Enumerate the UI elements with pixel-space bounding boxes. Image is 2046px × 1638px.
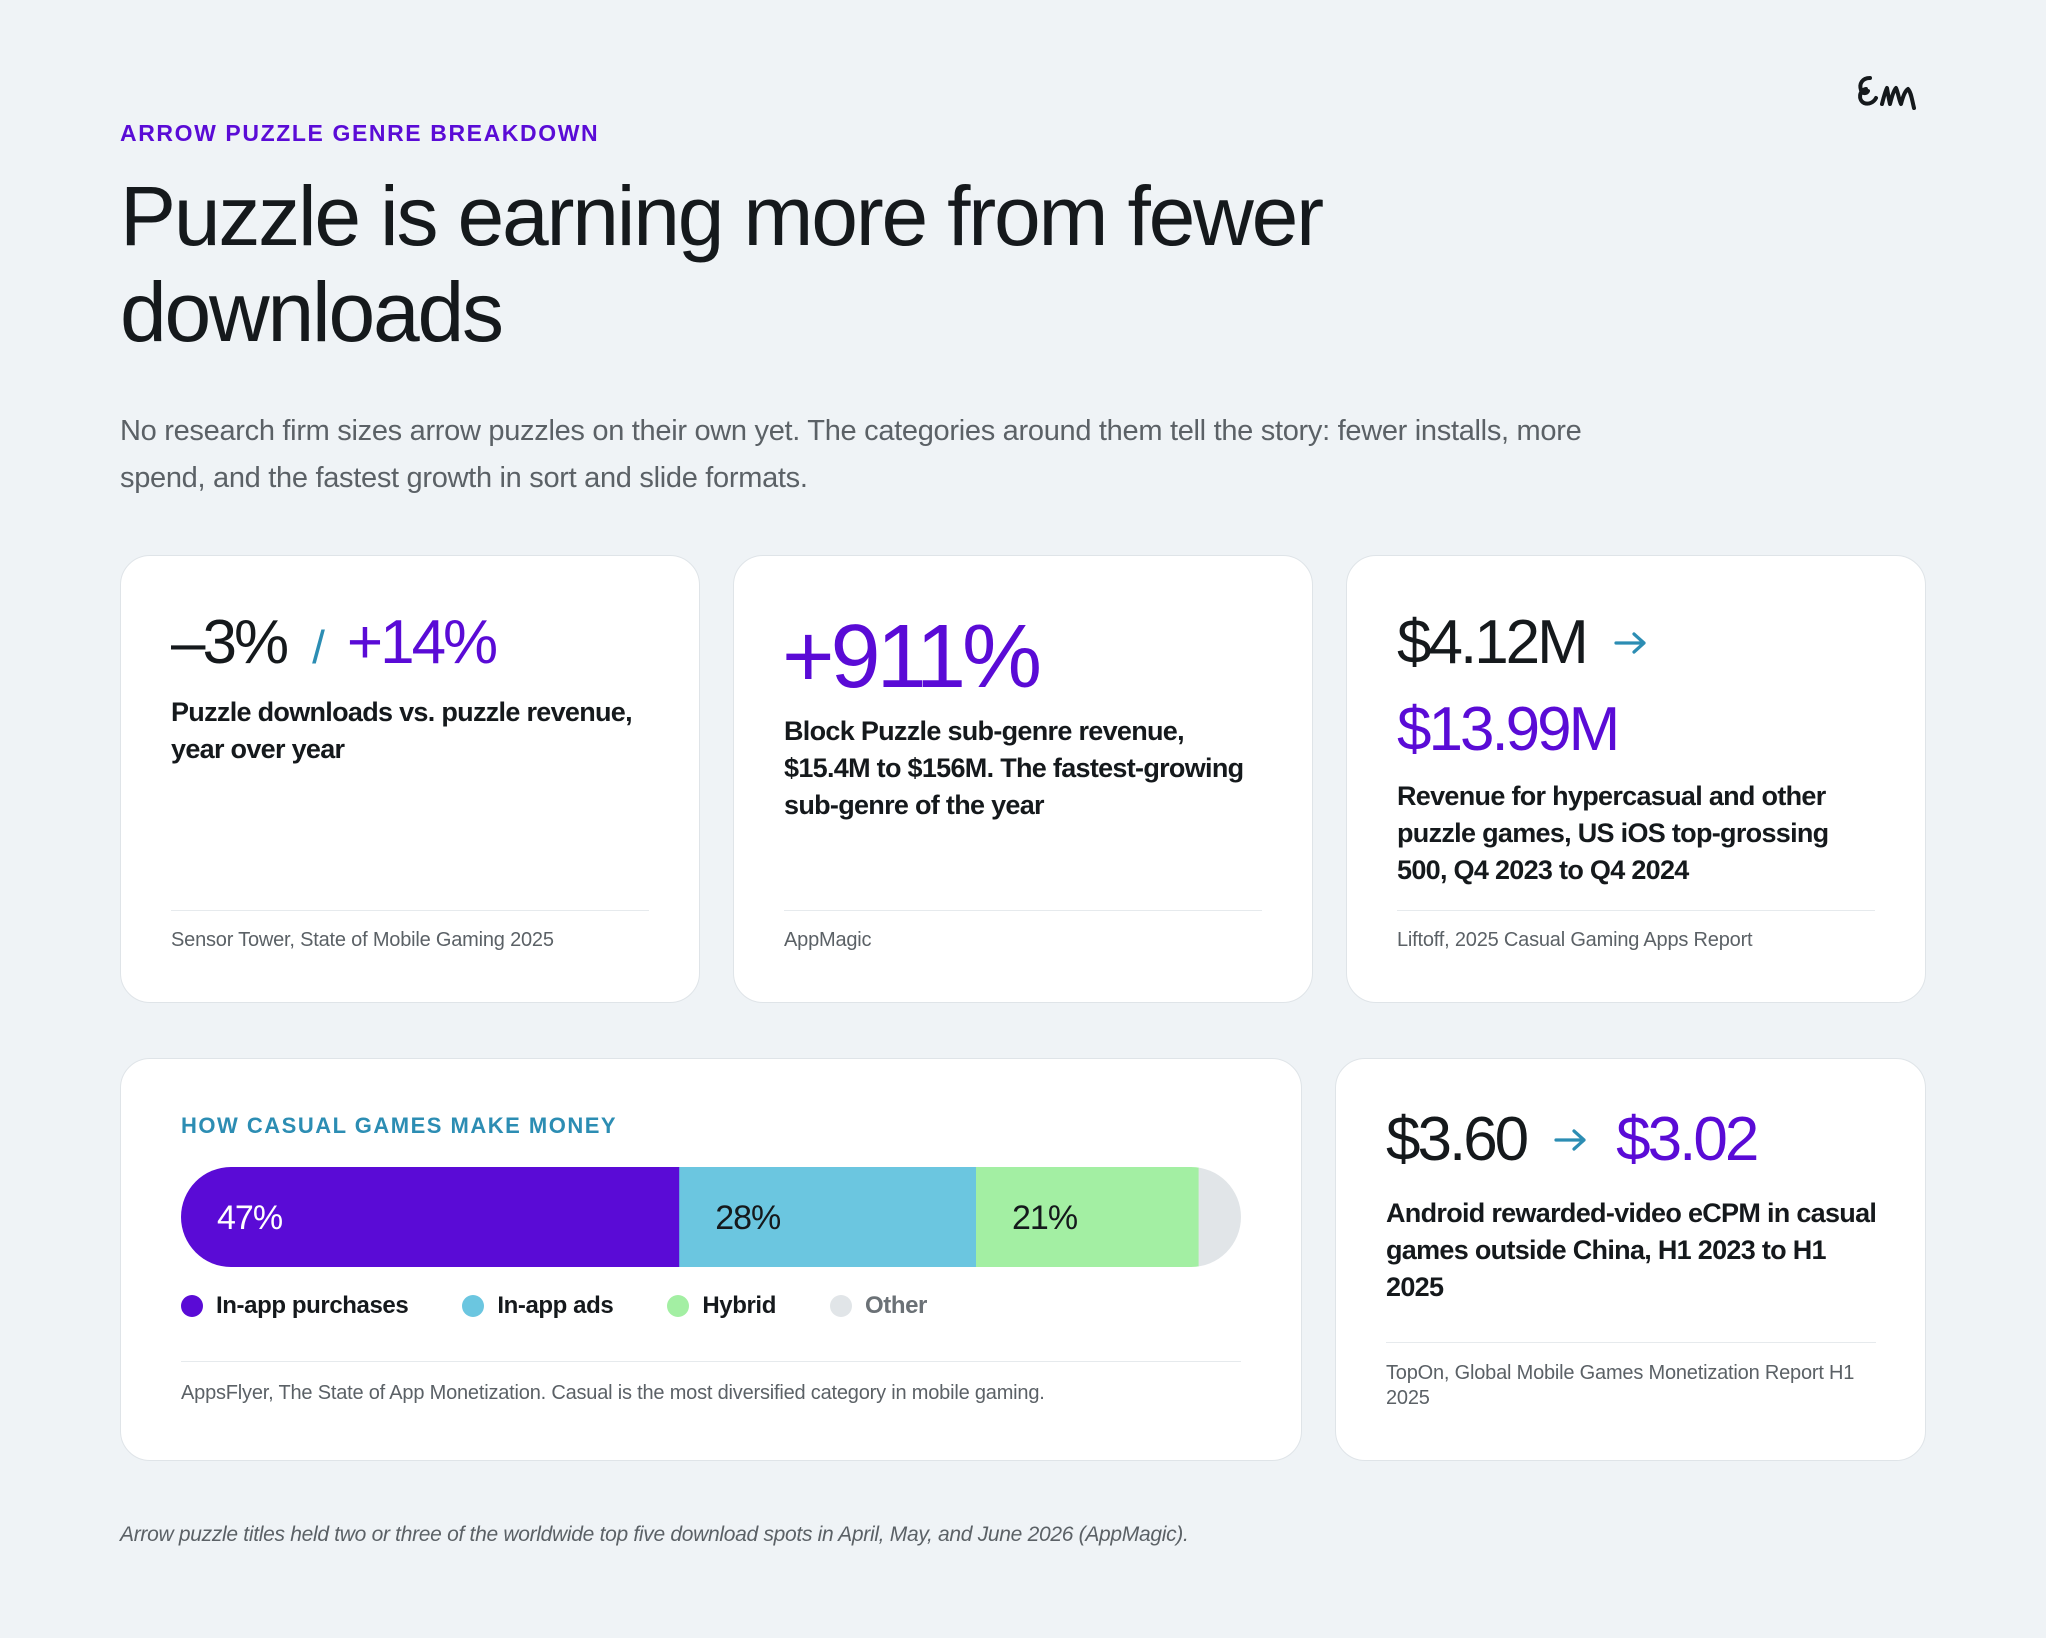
- monetization-chart-card: HOW CASUAL GAMES MAKE MONEY 47% 28% 21% In…: [120, 1058, 1302, 1461]
- chart-legend: In-app purchases In-app ads Hybrid Other: [181, 1292, 981, 1320]
- card-divider: [171, 910, 649, 911]
- stat-card-hypercasual: $4.12M $13.99M Revenue for hypercasual a…: [1346, 555, 1926, 1003]
- stat-source: AppMagic: [784, 929, 872, 951]
- bar-segment-other: [1198, 1167, 1241, 1267]
- stat-value-downloads: –3%: [171, 608, 289, 677]
- eyebrow: ARROW PUZZLE GENRE BREAKDOWN: [120, 120, 600, 146]
- stat-value-block-puzzle: +911%: [782, 607, 1042, 707]
- stacked-bar-chart: 47% 28% 21%: [181, 1167, 1241, 1267]
- legend-label: Hybrid: [702, 1292, 776, 1319]
- bar-segment-in-app-purchases: [181, 1167, 680, 1267]
- chart-title: HOW CASUAL GAMES MAKE MONEY: [181, 1113, 618, 1138]
- bar-segment-in-app-ads: [679, 1167, 977, 1267]
- stat-source: TopOn, Global Mobile Games Monetization …: [1386, 1362, 1855, 1409]
- legend-swatch: [667, 1295, 690, 1317]
- card-divider: [1397, 910, 1875, 911]
- stat-description: Block Puzzle sub-genre revenue, $15.4M t…: [784, 716, 1244, 820]
- bar-segment-hybrid: [976, 1167, 1200, 1267]
- legend-swatch: [181, 1295, 203, 1317]
- stat-description: Revenue for hypercasual and other puzzle…: [1397, 781, 1829, 885]
- card-divider: [1386, 1342, 1876, 1343]
- legend-label: In-app purchases: [216, 1292, 409, 1319]
- stat-card-block-puzzle: +911% Block Puzzle sub-genre revenue, $1…: [733, 555, 1313, 1003]
- legend-item: Other: [829, 1292, 927, 1320]
- stat-card-downloads: –3% / +14% Puzzle downloads vs. puzzle r…: [120, 555, 700, 1003]
- intro-paragraph: No research firm sizes arrow puzzles on …: [120, 415, 1582, 494]
- stat-source: Sensor Tower, State of Mobile Gaming 202…: [171, 929, 554, 951]
- stat-separator: /: [312, 621, 325, 673]
- legend-swatch: [462, 1295, 485, 1317]
- page-title: Puzzle is earning more from fewer downlo…: [120, 169, 1324, 359]
- legend-label: In-app ads: [497, 1292, 614, 1319]
- stat-value-from: $4.12M: [1397, 608, 1589, 677]
- brand-logo-icon: [1858, 76, 1916, 110]
- stat-value-to: $3.02: [1616, 1105, 1759, 1174]
- stat-source: Liftoff, 2025 Casual Gaming Apps Report: [1397, 929, 1753, 951]
- footnote: Arrow puzzle titles held two or three of…: [120, 1523, 1189, 1546]
- bar-data-label: 21%: [1012, 1199, 1078, 1237]
- stat-description: Puzzle downloads vs. puzzle revenue, yea…: [171, 697, 633, 764]
- legend-swatch: [829, 1295, 852, 1317]
- stat-value-from: $3.60: [1386, 1105, 1529, 1174]
- stat-value-to: $13.99M: [1397, 695, 1620, 764]
- legend-label: Other: [864, 1292, 927, 1319]
- arrow-right-icon: [1614, 632, 1646, 654]
- chart-source: AppsFlyer, The State of App Monetization…: [181, 1382, 1045, 1404]
- arrow-right-icon: [1554, 1129, 1586, 1151]
- legend-item: Hybrid: [667, 1292, 776, 1320]
- legend-item: In-app purchases: [181, 1292, 409, 1320]
- card-divider: [784, 910, 1262, 911]
- stat-value-revenue: +14%: [346, 608, 498, 677]
- card-divider: [181, 1361, 1241, 1362]
- bar-data-label: 28%: [715, 1199, 781, 1237]
- stat-description: Android rewarded-video eCPM in casual ga…: [1386, 1198, 1877, 1302]
- legend-item: In-app ads: [462, 1292, 614, 1320]
- bar-data-label: 47%: [217, 1199, 283, 1237]
- stat-card-ecpm: $3.60 $3.02 Android rewarded-video eCPM …: [1335, 1058, 1926, 1461]
